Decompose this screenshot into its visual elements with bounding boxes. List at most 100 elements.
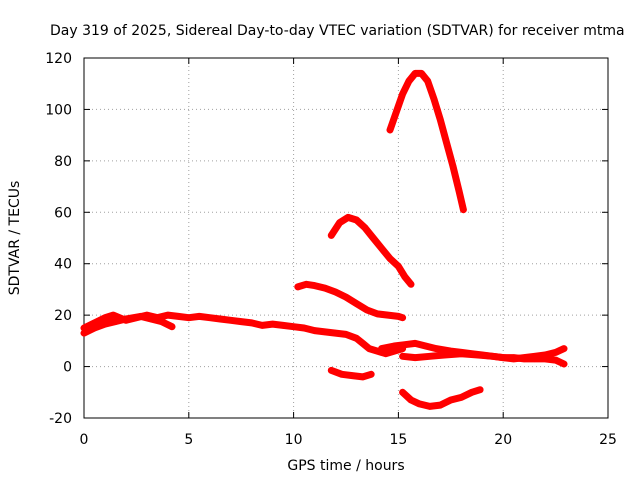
data-point — [269, 320, 276, 328]
data-point — [441, 351, 448, 359]
data-point — [382, 350, 389, 357]
data-point — [342, 331, 350, 338]
data-point — [303, 281, 310, 288]
data-point — [112, 318, 119, 325]
data-point — [437, 401, 444, 409]
data-point — [353, 300, 360, 307]
chart-title: Day 319 of 2025, Sidereal Day-to-day VTE… — [50, 23, 625, 39]
data-point — [552, 356, 559, 364]
y-tick-label: 0 — [63, 360, 72, 376]
data-point — [294, 283, 301, 291]
data-point — [412, 70, 419, 77]
data-point — [460, 206, 467, 213]
data-point — [342, 293, 350, 301]
data-point — [344, 214, 352, 221]
data-point — [206, 314, 213, 321]
data-point — [374, 310, 381, 318]
series-track-58 — [327, 213, 415, 288]
data-point — [110, 311, 117, 319]
data-point — [368, 371, 375, 378]
data-point — [401, 273, 408, 280]
grid — [84, 58, 608, 418]
data-point — [175, 313, 182, 320]
y-tick-label: 60 — [54, 205, 72, 221]
data-point — [386, 126, 394, 134]
data-point — [407, 281, 415, 288]
y-tick-label: 40 — [54, 257, 72, 273]
data-point — [338, 371, 345, 378]
data-point — [560, 360, 568, 368]
x-tick-label: 25 — [599, 432, 617, 448]
data-point — [332, 329, 339, 337]
data-point — [328, 367, 335, 374]
data-point — [91, 324, 98, 332]
x-tick-label: 0 — [80, 432, 89, 448]
data-point — [259, 322, 266, 329]
y-axis-label: SDTVAR / TECUs — [7, 181, 23, 296]
x-axis-label: GPS time / hours — [287, 458, 404, 474]
data-point — [378, 345, 385, 352]
data-point — [399, 353, 406, 360]
y-tick-label: 120 — [45, 51, 72, 67]
x-tick-label: 20 — [494, 432, 512, 448]
data-point — [336, 219, 343, 226]
data-point — [238, 318, 245, 325]
data-point — [426, 403, 433, 410]
data-point — [401, 341, 408, 348]
data-point — [399, 314, 406, 321]
data-point — [521, 354, 528, 361]
data-point — [101, 320, 109, 328]
data-point — [405, 77, 413, 85]
data-point — [384, 311, 392, 319]
data-point — [541, 351, 549, 359]
data-point — [407, 396, 415, 404]
data-point — [399, 389, 406, 396]
data-point — [489, 353, 496, 360]
data-point — [456, 188, 463, 195]
y-tick-label: 20 — [54, 308, 72, 324]
data-point — [168, 323, 176, 330]
y-tick-label: 80 — [54, 154, 72, 170]
data-point — [101, 314, 109, 321]
data-point — [443, 139, 450, 147]
data-point — [363, 306, 371, 314]
data-point — [185, 314, 192, 321]
axis-ticks: 0 5 10 15 20 25 -20 0 20 40 60 80 100 120 — [45, 51, 617, 448]
y-tick-label: 100 — [45, 102, 72, 118]
data-point — [290, 323, 297, 330]
data-point — [531, 353, 538, 360]
data-point — [321, 284, 329, 292]
data-point — [279, 322, 287, 329]
data-point — [468, 389, 475, 396]
data-point — [378, 245, 385, 252]
data-point — [80, 329, 88, 337]
data-point — [437, 116, 444, 123]
data-point — [353, 335, 360, 342]
data-point — [395, 263, 402, 270]
data-point — [412, 340, 419, 347]
data-point — [361, 224, 369, 231]
data-point — [332, 288, 339, 296]
data-point — [424, 77, 431, 85]
data-point — [122, 315, 130, 323]
y-tick-label: -20 — [49, 411, 72, 427]
data-point — [147, 315, 155, 323]
data-point — [510, 355, 517, 363]
data-point — [227, 317, 234, 324]
data-point — [353, 216, 360, 224]
data-point — [359, 373, 366, 381]
data-point — [560, 345, 568, 352]
data-point — [164, 311, 171, 319]
data-point — [248, 319, 255, 327]
x-tick-label: 5 — [184, 432, 193, 448]
data-point — [196, 313, 203, 320]
data-point — [430, 95, 438, 103]
data-point — [311, 327, 318, 334]
data-point — [432, 345, 440, 352]
data-point — [474, 351, 482, 359]
data-point — [349, 372, 356, 379]
data-point — [386, 255, 394, 262]
data-point — [552, 349, 559, 356]
data-point — [426, 353, 433, 360]
